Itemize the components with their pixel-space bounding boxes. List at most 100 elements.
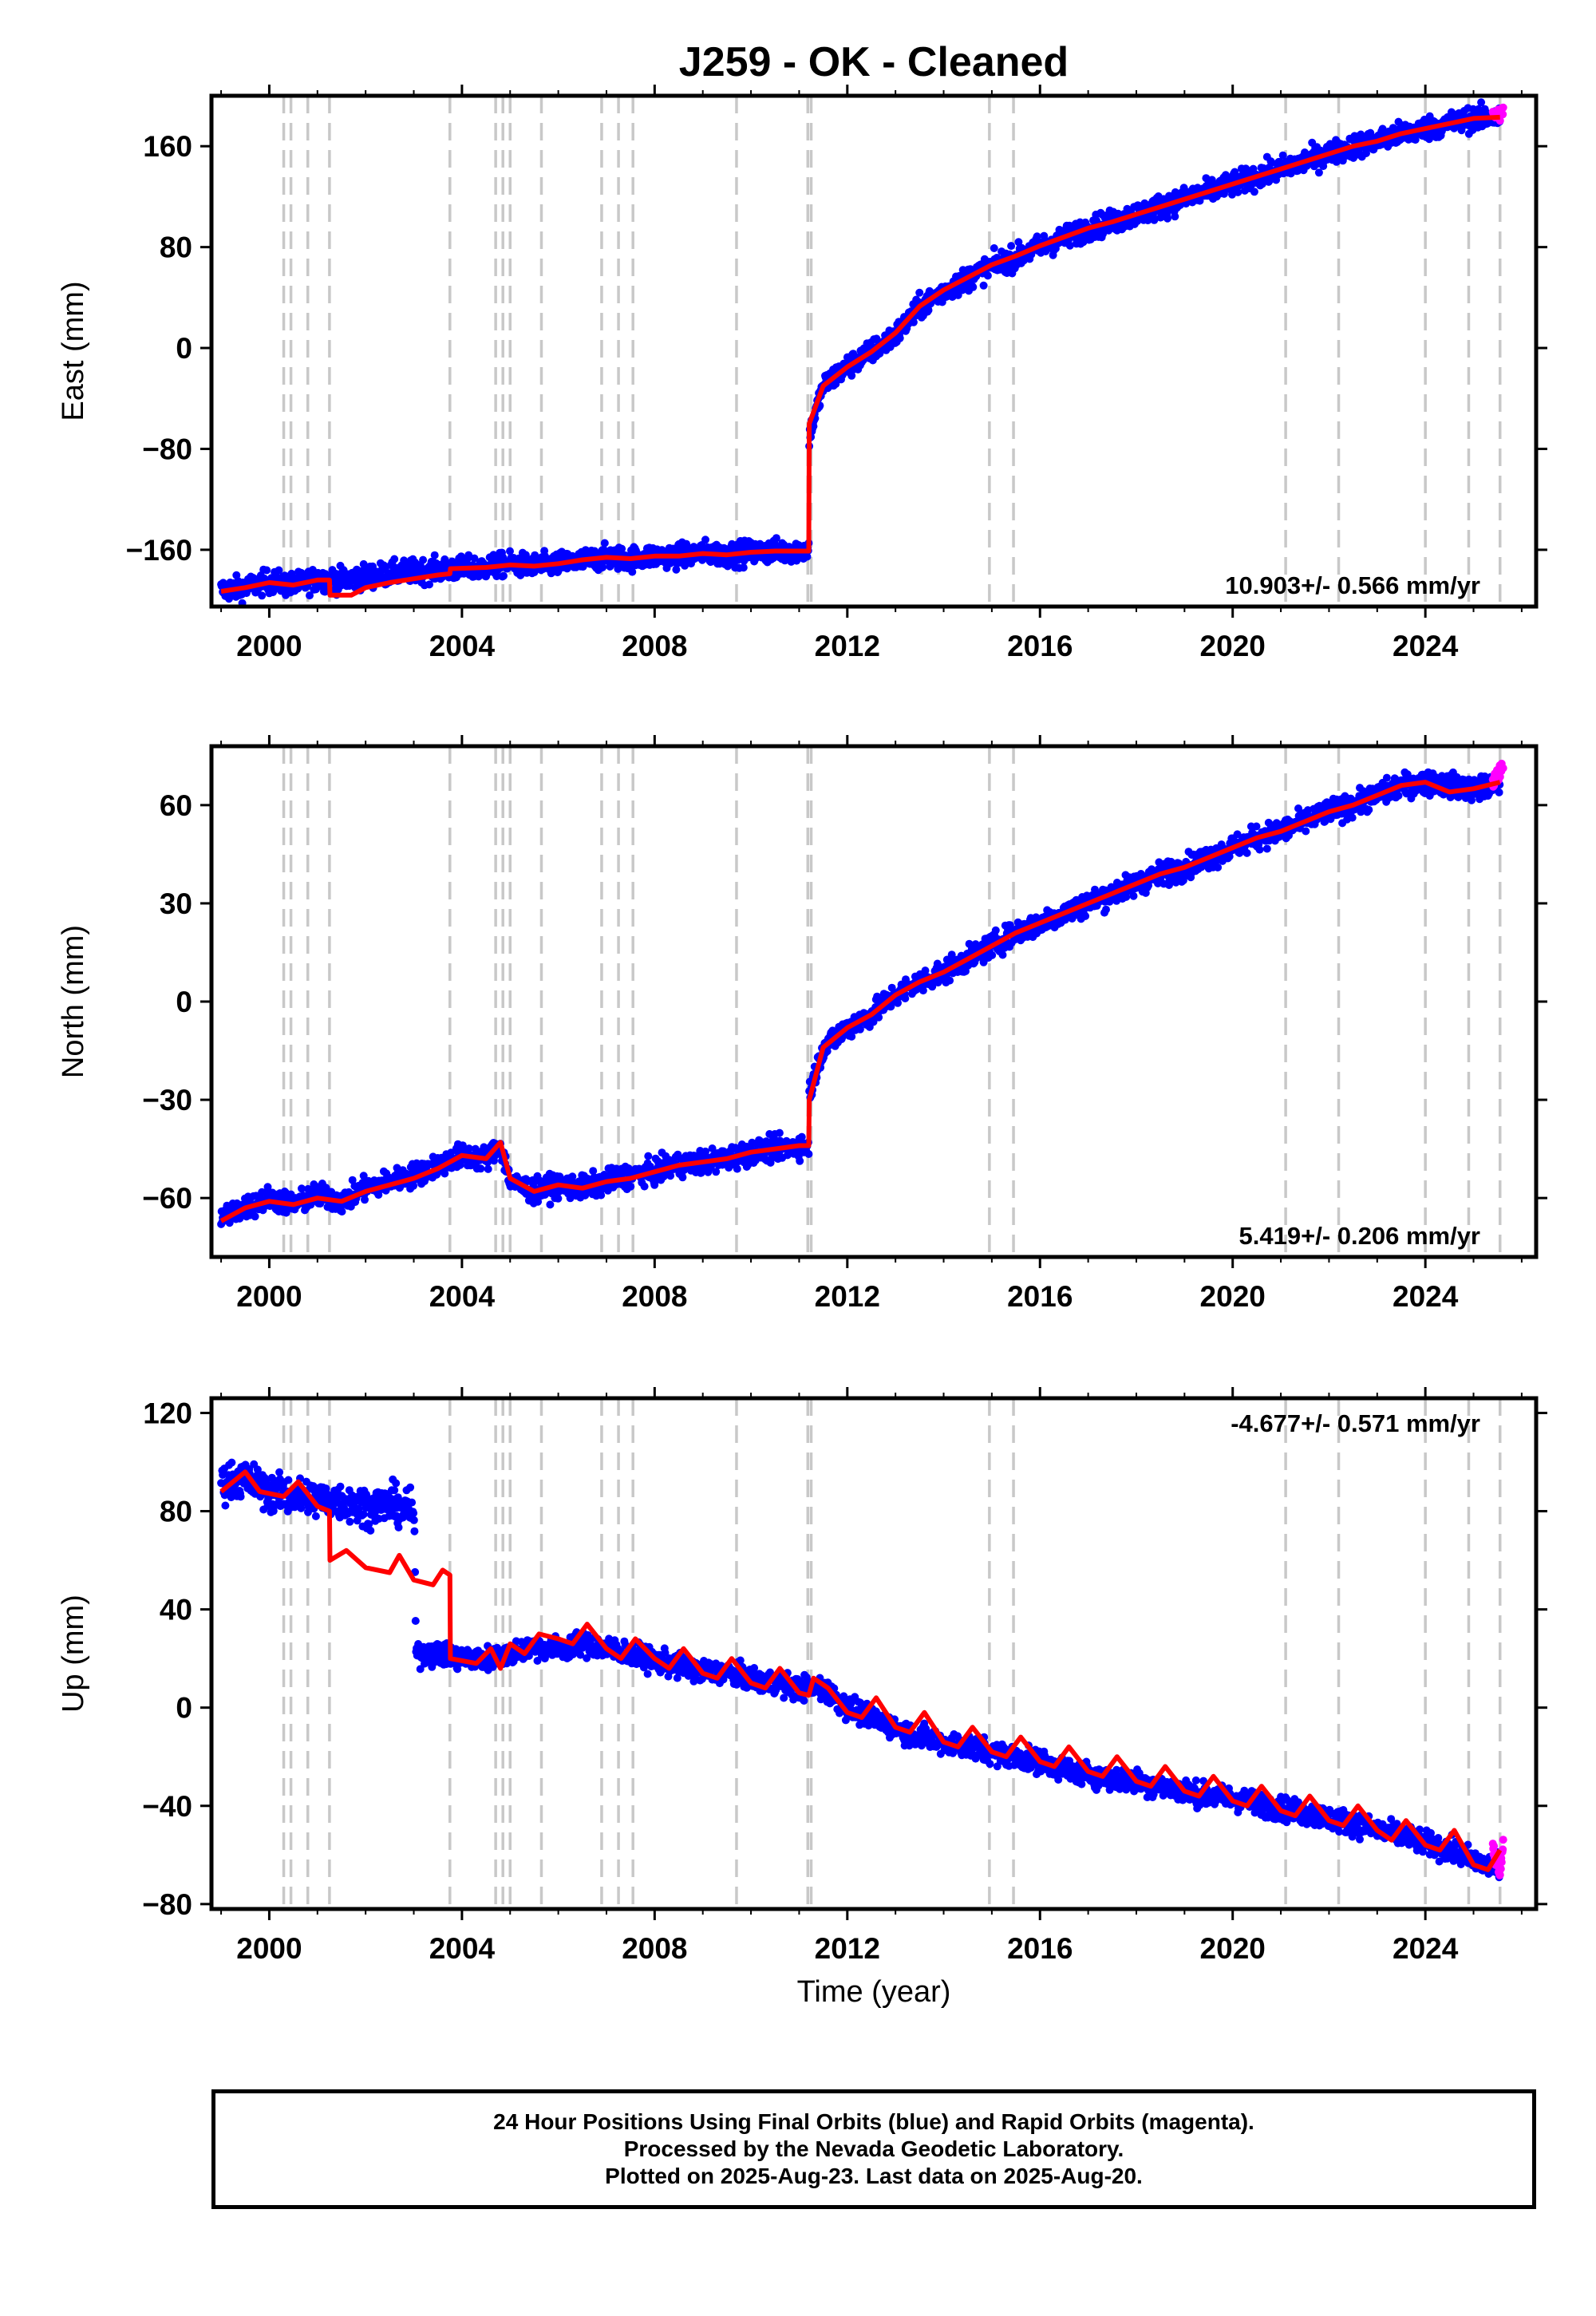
y-tick-label: −160 bbox=[126, 534, 192, 567]
final-orbit-point bbox=[263, 566, 271, 575]
final-orbit-point bbox=[1081, 911, 1090, 920]
final-orbit-point bbox=[1378, 124, 1387, 133]
final-orbit-point bbox=[1252, 822, 1261, 831]
final-orbit-point bbox=[924, 306, 933, 314]
final-orbit-point bbox=[275, 566, 283, 575]
final-orbit-point bbox=[419, 555, 428, 564]
final-orbit-point bbox=[855, 1025, 864, 1034]
rate-label: 10.903+/- 0.566 mm/yr bbox=[1225, 571, 1480, 599]
x-tick-label: 2024 bbox=[1393, 630, 1459, 662]
final-orbit-point bbox=[1033, 232, 1041, 241]
final-orbit-point bbox=[464, 1144, 473, 1153]
x-tick-label: 2020 bbox=[1200, 630, 1266, 662]
final-orbit-point bbox=[983, 271, 992, 280]
final-orbit-point bbox=[1262, 844, 1271, 853]
final-orbit-point bbox=[739, 563, 748, 572]
final-orbit-point bbox=[678, 1173, 687, 1182]
final-orbit-point bbox=[225, 1219, 234, 1227]
final-orbit-point bbox=[492, 572, 501, 581]
final-orbit-point bbox=[666, 1172, 675, 1180]
final-orbit-point bbox=[969, 283, 978, 291]
final-orbit-point bbox=[875, 1013, 883, 1022]
final-orbit-point bbox=[1225, 852, 1234, 861]
final-orbit-point bbox=[909, 318, 918, 326]
final-orbit-point bbox=[1163, 214, 1171, 223]
final-orbit-point bbox=[258, 591, 267, 600]
final-orbit-point bbox=[628, 567, 637, 576]
final-orbit-point bbox=[338, 1207, 346, 1216]
final-orbit-point bbox=[1477, 98, 1486, 107]
final-orbit-point bbox=[225, 593, 234, 602]
final-orbit-point bbox=[306, 591, 314, 600]
final-orbit-point bbox=[282, 1208, 290, 1217]
final-orbit-point bbox=[894, 998, 902, 1007]
final-orbit-point bbox=[1302, 827, 1310, 836]
final-orbit-point bbox=[554, 1194, 563, 1203]
final-orbit-point bbox=[409, 1181, 418, 1190]
final-orbit-point bbox=[1278, 151, 1287, 160]
final-orbit-point bbox=[425, 580, 433, 589]
final-orbit-point bbox=[1403, 770, 1412, 779]
final-orbit-point bbox=[979, 281, 988, 290]
final-orbit-point bbox=[263, 1183, 272, 1192]
final-orbit-point bbox=[1394, 792, 1403, 800]
final-orbit-point bbox=[390, 555, 399, 563]
final-orbit-point bbox=[597, 1191, 606, 1199]
final-orbit-point bbox=[1007, 242, 1016, 251]
final-orbit-point bbox=[1242, 848, 1251, 857]
y-tick-label: 80 bbox=[160, 231, 192, 264]
final-orbit-point bbox=[589, 1167, 598, 1176]
y-tick-label: 160 bbox=[143, 130, 192, 163]
final-orbit-point bbox=[251, 1212, 259, 1221]
figure-title: J259 - OK - Cleaned bbox=[679, 39, 1069, 85]
final-orbit-point bbox=[470, 554, 479, 563]
final-orbit-point bbox=[803, 552, 812, 561]
final-orbit-point bbox=[1365, 805, 1373, 814]
final-orbit-point bbox=[1150, 215, 1159, 224]
y-axis-label: East (mm) bbox=[57, 281, 90, 421]
final-orbit-point bbox=[998, 951, 1007, 959]
final-orbit-point bbox=[918, 986, 927, 995]
final-orbit-point bbox=[456, 1160, 464, 1169]
model-line bbox=[220, 114, 1500, 598]
final-orbit-point bbox=[1233, 830, 1242, 839]
final-orbit-point bbox=[921, 966, 930, 975]
final-orbit-point bbox=[1255, 845, 1264, 854]
final-orbit-point bbox=[440, 1169, 449, 1178]
final-orbit-point bbox=[1129, 891, 1138, 900]
final-orbit-point bbox=[1382, 773, 1391, 782]
final-orbit-point bbox=[775, 1128, 784, 1137]
y-tick-label: 0 bbox=[176, 332, 192, 365]
plot-frame bbox=[209, 93, 1539, 609]
final-orbit-point bbox=[733, 1164, 741, 1173]
final-orbit-point bbox=[991, 926, 1000, 935]
final-orbit-point bbox=[1065, 241, 1074, 250]
x-tick-label: 2008 bbox=[622, 630, 687, 662]
final-orbit-point bbox=[598, 563, 607, 571]
final-orbit-point bbox=[374, 1191, 383, 1199]
final-orbit-point bbox=[988, 951, 997, 959]
event-lines bbox=[282, 96, 1502, 607]
rapid-orbit-point bbox=[1499, 103, 1507, 112]
final-orbit-point bbox=[298, 1184, 306, 1193]
final-orbit-point bbox=[500, 571, 508, 580]
final-orbit-point bbox=[823, 1047, 832, 1056]
final-orbit-point bbox=[359, 1172, 368, 1180]
final-orbit-point bbox=[804, 1150, 813, 1158]
x-tick-label: 2012 bbox=[815, 630, 880, 662]
final-orbit-point bbox=[1234, 188, 1242, 196]
final-orbit-point bbox=[847, 1032, 856, 1041]
east-panel: 2000 2004 2008 2012 2016 2020 2024−160−8008016… bbox=[57, 85, 1547, 662]
final-orbit-point bbox=[946, 976, 954, 985]
final-orbit-point bbox=[1214, 863, 1223, 871]
event-lines bbox=[282, 746, 1502, 1257]
final-orbit-point bbox=[915, 288, 924, 297]
final-orbit-point bbox=[990, 244, 998, 252]
final-orbit-point bbox=[361, 1196, 369, 1204]
final-orbit-point bbox=[1005, 921, 1014, 930]
final-orbit-point bbox=[895, 334, 904, 342]
final-orbit-point bbox=[1250, 188, 1258, 196]
final-orbit-point bbox=[681, 561, 689, 570]
north-panel: 2000 2004 2008 2012 2016 2020 2024−60−3003060N… bbox=[57, 735, 1547, 1313]
